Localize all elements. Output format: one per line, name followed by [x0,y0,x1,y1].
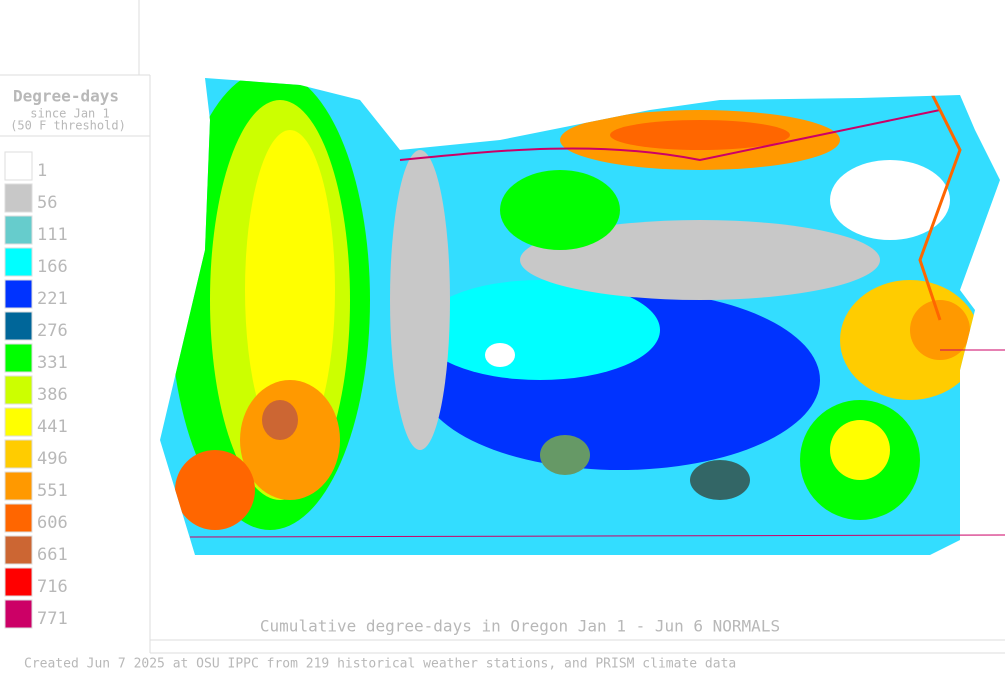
map-region [485,343,515,367]
legend-label: 716 [37,577,68,597]
legend-label: 441 [37,417,68,437]
map-region [262,400,298,440]
legend-swatch [4,311,33,341]
legend-swatch [4,215,33,245]
legend-label: 276 [37,321,68,341]
state-border [189,534,1005,538]
map-region [240,380,340,500]
river [918,89,962,321]
state-map [160,78,1000,555]
legend-swatch [4,535,33,565]
map-region [830,160,950,240]
map-region [910,300,970,360]
legend-title: Degree-days [13,87,119,106]
legend-label: 1 [37,161,47,181]
legend: 1 56 111 166 221 276 331 386 441 496 551 606 661 716 7… [4,151,68,629]
legend-label: 606 [37,513,68,533]
legend-label: 56 [37,193,57,213]
legend-label: 551 [37,481,68,501]
map-caption: Cumulative degree-days in Oregon Jan 1 -… [260,617,780,636]
legend-label: 331 [37,353,68,373]
legend-swatch [4,151,33,181]
river [399,109,941,162]
legend-swatch [4,503,33,533]
map-region [500,170,620,250]
legend-label: 771 [37,609,68,629]
footer: Created Jun 7 2025 at OSU IPPC from 219 … [24,657,736,672]
legend-label: 661 [37,545,68,565]
legend-swatch [4,471,33,501]
legend-swatch [4,599,33,629]
legend-swatch [4,279,33,309]
map-region [540,435,590,475]
legend-swatch [4,567,33,597]
map-region [830,420,890,480]
legend-swatch [4,407,33,437]
map-region [175,450,255,530]
legend-swatch [4,439,33,469]
map-region [245,130,335,450]
map-region [420,280,660,380]
map-region [390,150,450,450]
legend-swatch [4,183,33,213]
legend-swatch [4,375,33,405]
legend-subtitle: (50 F threshold) [10,119,126,133]
legend-label: 496 [37,449,68,469]
legend-subtitle: since Jan 1 [30,107,109,121]
legend-swatch [4,247,33,277]
map-region [610,120,790,150]
map-region [520,220,880,300]
legend-label: 166 [37,257,68,277]
legend-label: 221 [37,289,68,309]
legend-label: 111 [37,225,68,245]
legend-label: 386 [37,385,68,405]
legend-swatch [4,343,33,373]
map-region [690,460,750,500]
